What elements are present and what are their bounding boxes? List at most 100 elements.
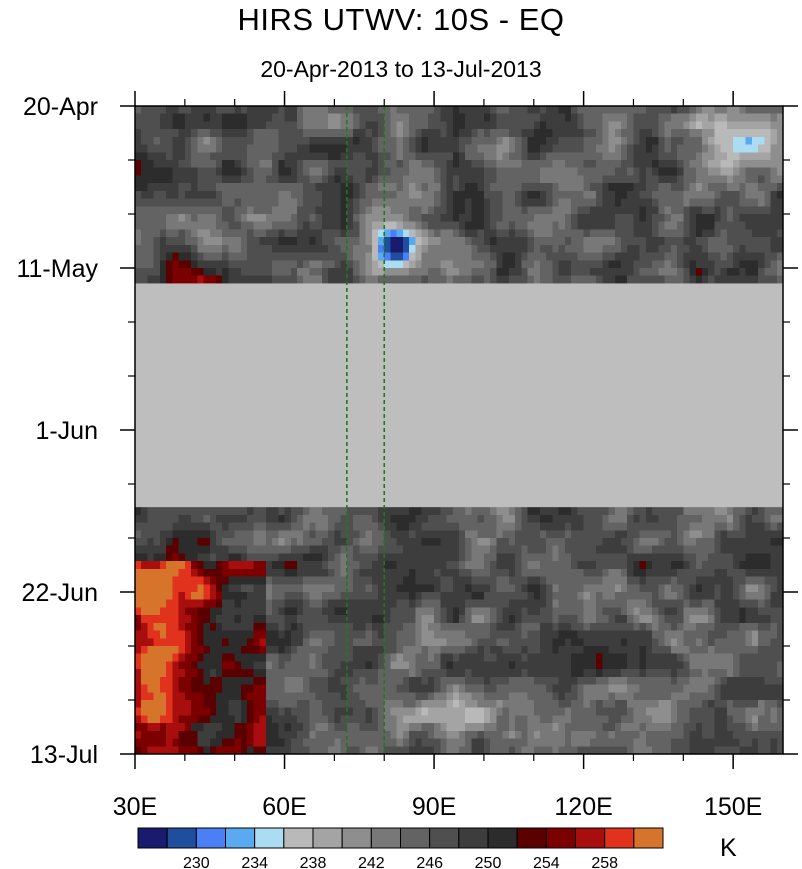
heatmap-cell bbox=[658, 268, 666, 277]
heatmap-cell bbox=[234, 183, 242, 192]
heatmap-cell bbox=[191, 144, 198, 153]
heatmap-cell bbox=[141, 136, 149, 146]
heatmap-cell bbox=[508, 214, 516, 223]
heatmap-cell bbox=[222, 190, 230, 200]
heatmap-cell bbox=[265, 229, 273, 238]
heatmap-cell bbox=[315, 129, 323, 138]
heatmap-cell bbox=[440, 206, 448, 215]
heatmap-cell bbox=[315, 252, 323, 261]
heatmap-cell bbox=[390, 214, 398, 223]
heatmap-cell bbox=[677, 136, 684, 146]
heatmap-cell bbox=[384, 160, 392, 169]
heatmap-cell bbox=[346, 252, 354, 261]
heatmap-cell bbox=[714, 275, 722, 285]
heatmap-cell bbox=[321, 237, 329, 246]
heatmap-cell bbox=[153, 144, 161, 153]
heatmap-cell bbox=[141, 144, 149, 153]
heatmap-cell bbox=[508, 260, 516, 269]
heatmap-cell bbox=[459, 252, 466, 261]
heatmap-cell bbox=[278, 198, 286, 207]
heatmap-cell bbox=[490, 183, 497, 192]
heatmap-cell bbox=[496, 167, 504, 177]
heatmap-cell bbox=[197, 190, 205, 200]
heatmap-cell bbox=[197, 214, 205, 223]
heatmap-cell bbox=[371, 136, 379, 146]
heatmap-cell bbox=[135, 167, 142, 177]
heatmap-cell bbox=[153, 121, 161, 130]
heatmap-cell bbox=[745, 129, 753, 138]
heatmap-cell bbox=[427, 206, 435, 215]
heatmap-cell bbox=[303, 167, 311, 177]
heatmap-cell bbox=[521, 198, 529, 207]
heatmap-cell bbox=[652, 229, 659, 238]
heatmap-cell bbox=[558, 183, 566, 192]
heatmap-cell bbox=[658, 175, 666, 184]
heatmap-cell bbox=[621, 144, 628, 153]
heatmap-cell bbox=[278, 244, 286, 254]
heatmap-cell bbox=[365, 275, 373, 285]
heatmap-cell bbox=[371, 214, 379, 223]
heatmap-cell bbox=[546, 152, 554, 161]
heatmap-cell bbox=[253, 106, 261, 115]
heatmap-cell bbox=[265, 175, 273, 184]
heatmap-cell bbox=[670, 252, 678, 261]
heatmap-cell bbox=[278, 152, 286, 161]
heatmap-cell bbox=[614, 190, 622, 200]
heatmap-cell bbox=[726, 160, 734, 169]
heatmap-cell bbox=[259, 198, 267, 207]
plot-area bbox=[135, 106, 784, 755]
heatmap-cell bbox=[558, 268, 566, 277]
heatmap-cell bbox=[147, 237, 155, 246]
heatmap-cell bbox=[639, 175, 647, 184]
heatmap-cell bbox=[147, 275, 155, 285]
heatmap-cell bbox=[402, 260, 410, 269]
heatmap-cell bbox=[471, 221, 479, 231]
heatmap-cell bbox=[608, 206, 616, 215]
heatmap-cell bbox=[496, 183, 504, 192]
heatmap-cell bbox=[521, 160, 529, 169]
heatmap-cell bbox=[465, 237, 473, 246]
heatmap-cell bbox=[776, 183, 784, 192]
heatmap-cell bbox=[328, 214, 335, 223]
heatmap-cell bbox=[726, 206, 734, 215]
heatmap-cell bbox=[552, 175, 560, 184]
heatmap-cell bbox=[633, 275, 641, 285]
heatmap-cell bbox=[577, 275, 585, 285]
heatmap-cell bbox=[614, 206, 622, 215]
heatmap-cell bbox=[159, 260, 167, 269]
heatmap-cell bbox=[253, 244, 261, 254]
heatmap-cell bbox=[608, 121, 616, 130]
heatmap-cell bbox=[384, 144, 392, 153]
heatmap-cell bbox=[471, 136, 479, 146]
heatmap-cell bbox=[415, 237, 423, 246]
heatmap-cell bbox=[670, 190, 678, 200]
heatmap-cell bbox=[739, 214, 747, 223]
heatmap-cell bbox=[515, 106, 522, 115]
heatmap-cell bbox=[378, 260, 385, 269]
heatmap-cell bbox=[334, 121, 342, 130]
heatmap-cell bbox=[465, 198, 473, 207]
heatmap-cell bbox=[577, 129, 585, 138]
heatmap-cell bbox=[440, 144, 448, 153]
heatmap-cell bbox=[297, 160, 304, 169]
heatmap-cell bbox=[203, 113, 211, 123]
heatmap-cell bbox=[602, 260, 610, 269]
heatmap-cell bbox=[365, 221, 373, 231]
heatmap-cell bbox=[328, 244, 335, 254]
heatmap-cell bbox=[203, 160, 211, 169]
heatmap-cell bbox=[527, 275, 535, 285]
heatmap-cell bbox=[234, 144, 242, 153]
heatmap-cell bbox=[446, 136, 454, 146]
heatmap-cell bbox=[477, 244, 485, 254]
heatmap-cell bbox=[490, 167, 497, 177]
heatmap-cell bbox=[533, 129, 541, 138]
heatmap-cell bbox=[390, 175, 398, 184]
heatmap-cell bbox=[402, 252, 410, 261]
heatmap-cell bbox=[434, 183, 441, 192]
heatmap-cell bbox=[583, 206, 591, 215]
heatmap-cell bbox=[446, 113, 454, 123]
heatmap-cell bbox=[384, 183, 392, 192]
heatmap-cell bbox=[384, 121, 392, 130]
heatmap-cell bbox=[471, 237, 479, 246]
heatmap-cell bbox=[695, 160, 703, 169]
